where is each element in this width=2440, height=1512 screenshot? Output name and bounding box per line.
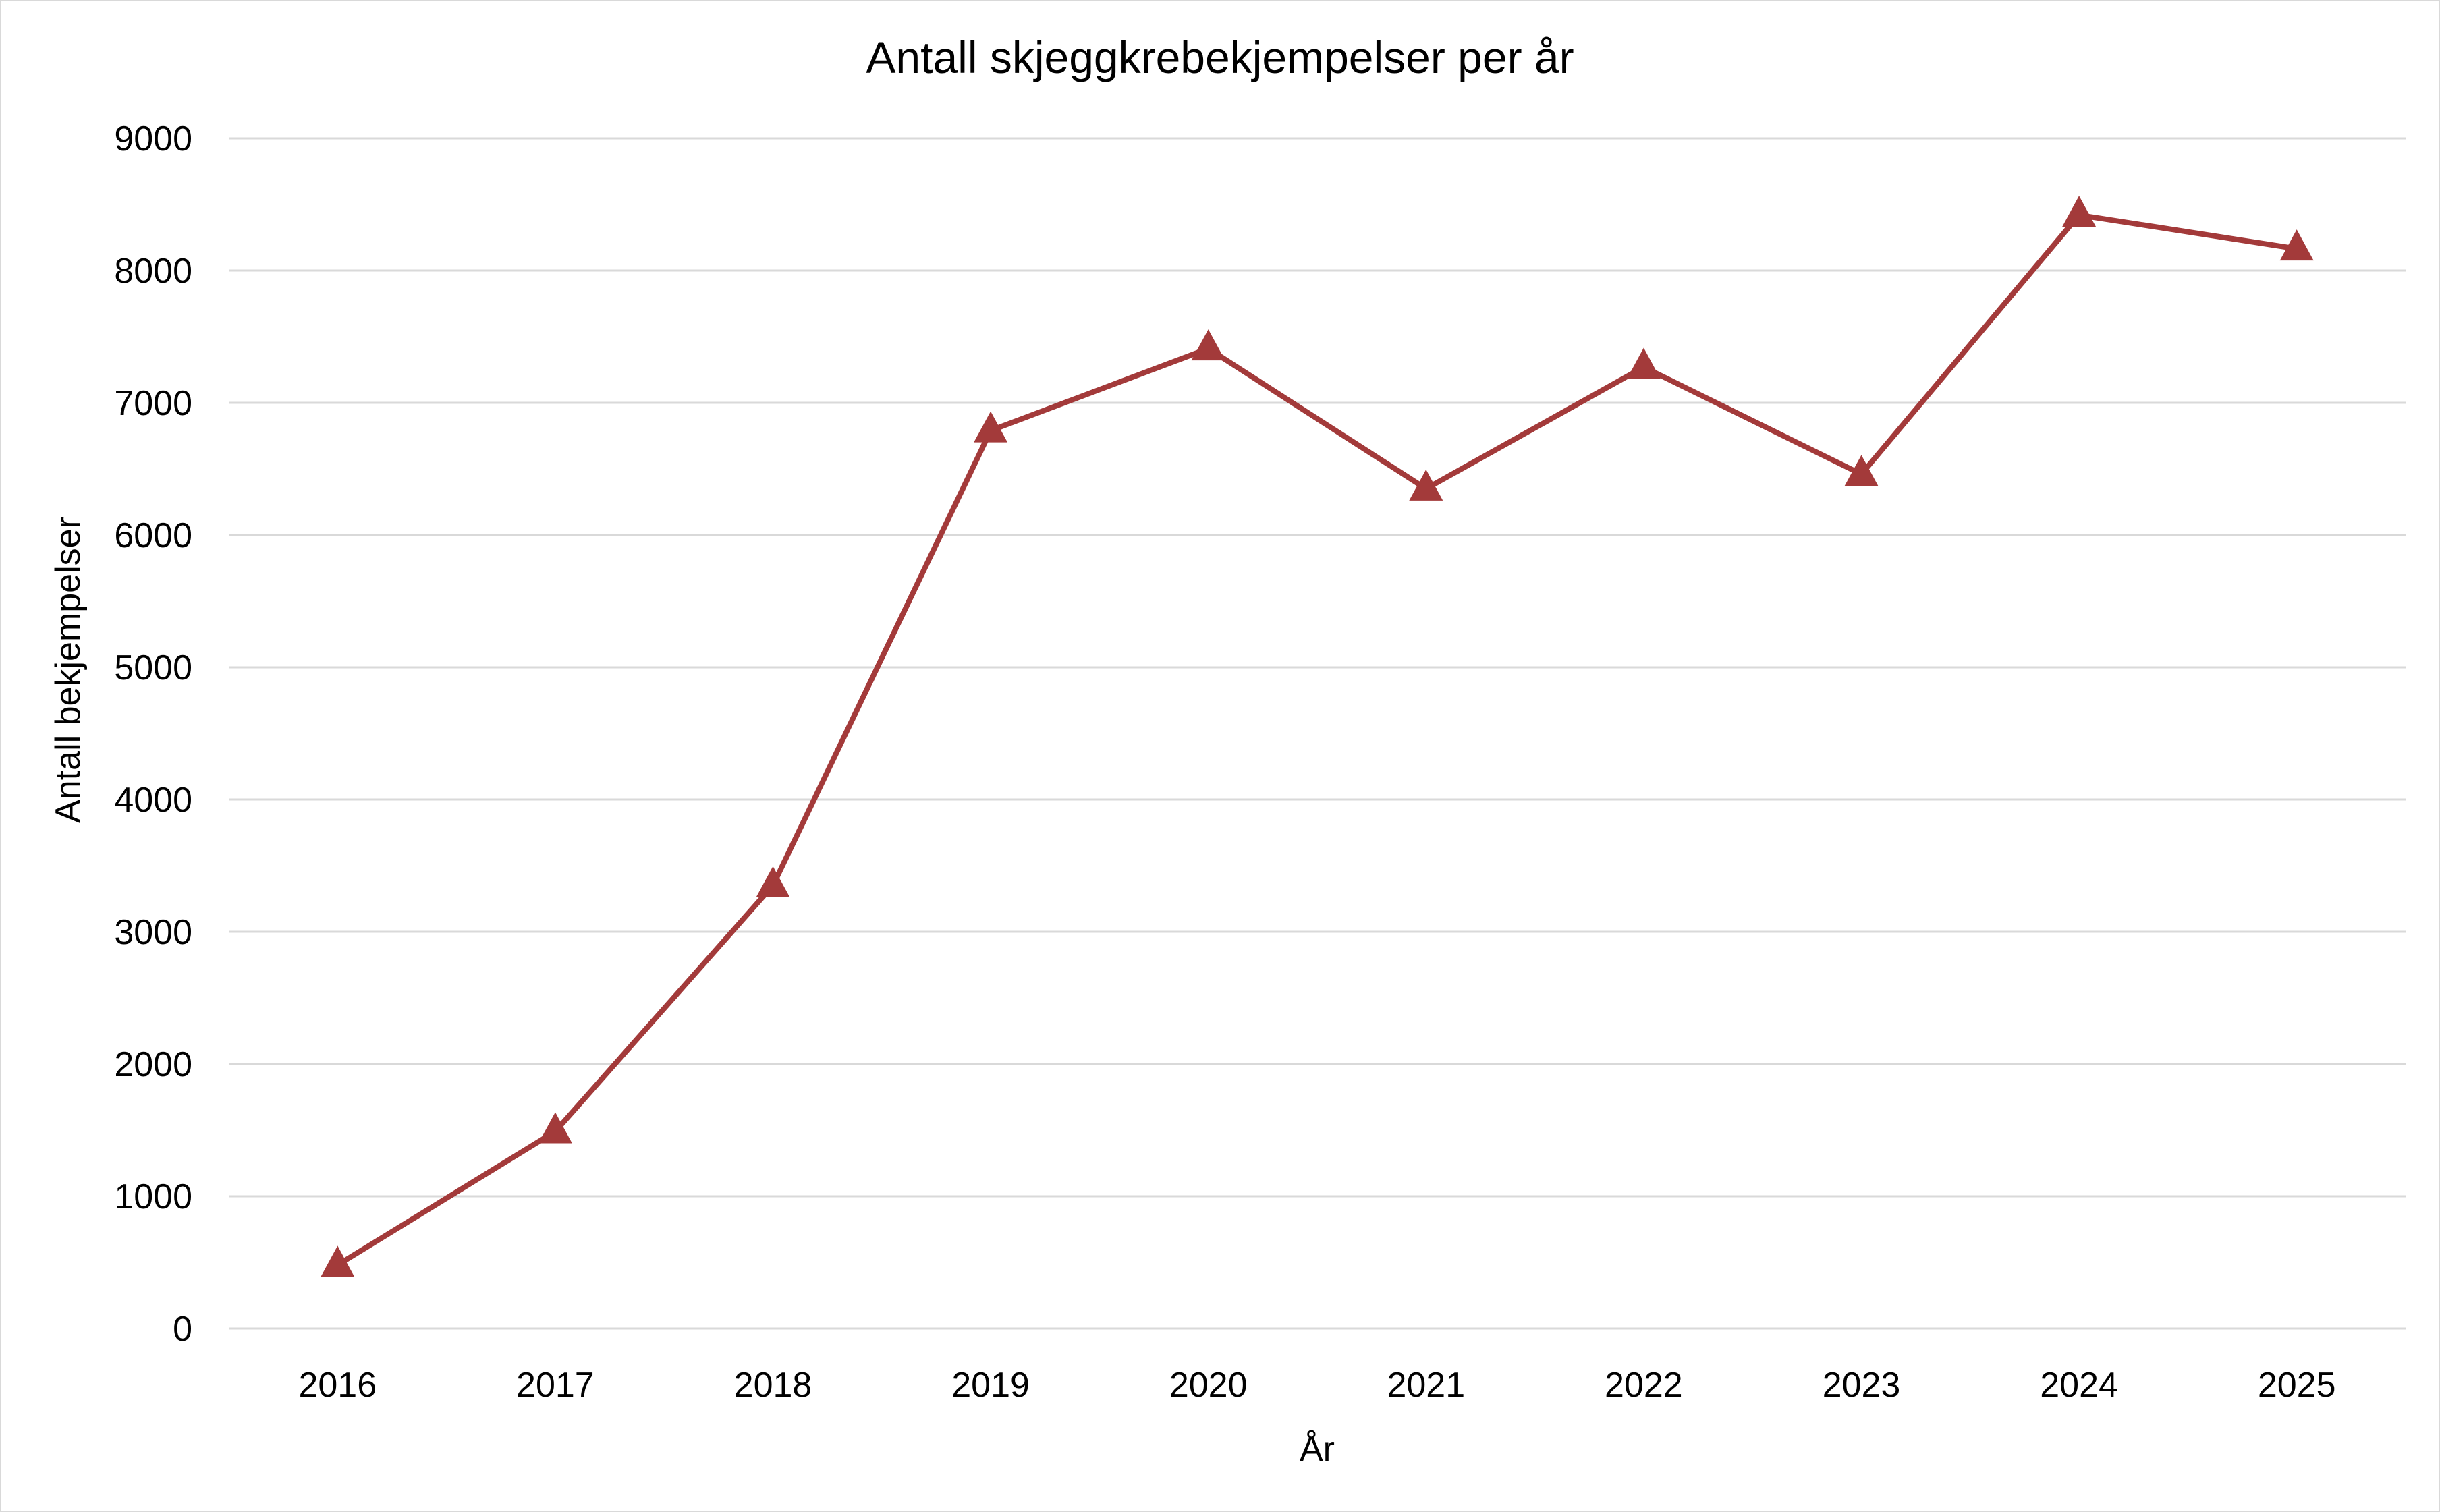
x-tick-label: 2025 [2258,1366,2336,1405]
data-point-triangle [1626,347,1661,379]
data-point-triangle [2062,196,2097,227]
y-tick-label: 1000 [114,1177,192,1216]
x-tick-label: 2022 [1605,1366,1683,1405]
y-tick-label: 6000 [114,516,192,555]
series-line [336,212,2298,1268]
x-tick-label: 2017 [516,1366,594,1405]
data-point-triangle [321,1245,355,1277]
y-tick-label: 5000 [114,648,192,688]
y-tick-label: 9000 [114,119,192,159]
data-point-triangle [538,1112,572,1144]
data-point-triangle [1191,329,1225,361]
y-tick-label: 4000 [114,781,192,820]
y-tick-label: 3000 [114,913,192,952]
x-tick-label: 2019 [951,1366,1030,1405]
x-tick-label: 2020 [1169,1366,1248,1405]
x-tick-label: 2016 [298,1366,377,1405]
data-point-triangle [1409,469,1443,501]
x-tick-label: 2023 [1823,1366,1901,1405]
y-tick-label: 2000 [114,1045,192,1084]
chart-title: Antall skjeggkrebekjempelser per år [866,32,1574,82]
y-axis-label: Antall bekjempelser [49,517,88,823]
y-tick-label: 0 [173,1310,192,1349]
x-axis-label: År [1300,1430,1335,1469]
y-tick-label: 8000 [114,252,192,291]
x-tick-label: 2021 [1387,1366,1465,1405]
data-point-triangle [1844,455,1879,486]
y-tick-label: 7000 [114,384,192,423]
data-point-triangle [974,411,1008,443]
data-point-triangle [2279,229,2314,261]
data-point-triangle [756,866,790,897]
x-tick-label: 2024 [2040,1366,2118,1405]
x-tick-label: 2018 [734,1366,812,1405]
